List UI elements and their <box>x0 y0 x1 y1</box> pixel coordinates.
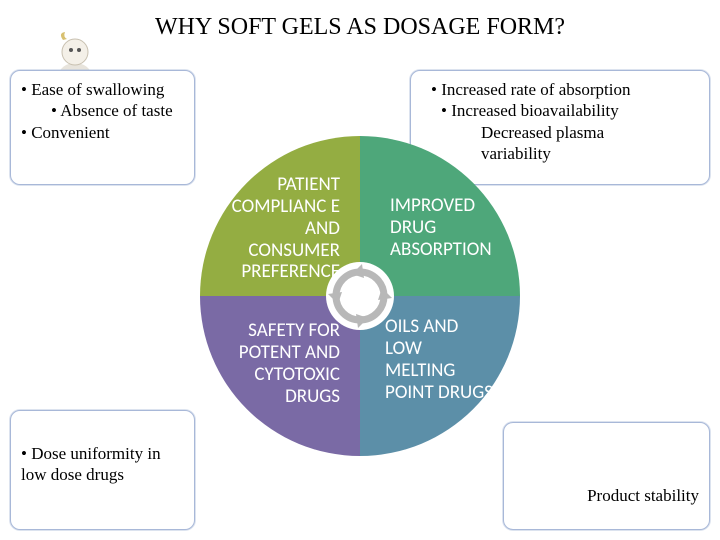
box-tl-item: Ease of swallowing <box>21 79 184 100</box>
quadrant-label-tl: PATIENT COMPLIANC E AND CONSUMER PREFERE… <box>210 174 340 283</box>
box-tr-l2: Increased bioavailability <box>451 101 619 120</box>
quadrant-label-tr: IMPROVED DRUG ABSORPTION <box>390 195 520 261</box>
quadrant-label-bl: SAFETY FOR POTENT AND CYTOTOXIC DRUGS <box>218 320 340 407</box>
box-br-text: Product stability <box>587 486 699 505</box>
quadrant-label-br: OILS AND LOW MELTING POINT DRUGS <box>385 316 495 403</box>
box-tl-item: Absence of taste <box>21 100 184 121</box>
box-tl-item: Convenient <box>21 122 184 143</box>
box-bl-item: Dose uniformity in low dose drugs <box>21 443 184 486</box>
cycle-hub-icon <box>326 262 394 330</box>
page-title: WHY SOFT GELS AS DOSAGE FORM? <box>0 0 720 41</box>
box-top-left: Ease of swallowing Absence of taste Conv… <box>10 70 195 185</box>
box-bottom-left: Dose uniformity in low dose drugs <box>10 410 195 530</box>
box-bottom-right: Product stability <box>503 422 710 530</box>
box-tr-l1: Increased rate of absorption <box>441 80 630 99</box>
